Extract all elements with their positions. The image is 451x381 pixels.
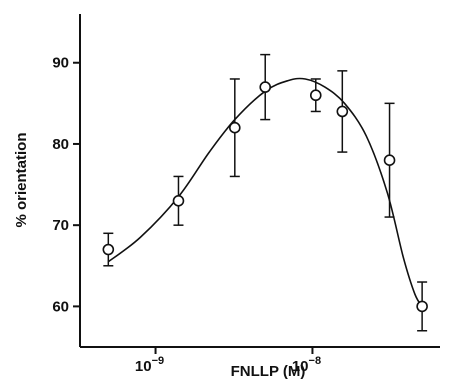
x-tick-label: 10−9 [135, 355, 164, 375]
y-axis-title: % orientation [13, 132, 30, 227]
x-ticks: 10−9 10−8 [135, 347, 321, 375]
y-tick-label: 60 [52, 298, 69, 315]
data-point-layer [102, 81, 428, 313]
data-point [229, 121, 241, 134]
data-point [383, 154, 396, 166]
y-tick-label: 80 [52, 136, 69, 153]
data-point [416, 300, 428, 313]
y-tick-label: 90 [52, 55, 69, 72]
data-point [336, 105, 349, 118]
fit-curve [107, 77, 423, 307]
x-axis-title: FNLLP (M) [231, 363, 306, 380]
data-point [102, 243, 115, 256]
data-point [309, 89, 322, 102]
fit-curve-layer [107, 77, 423, 307]
x-tick-label: 10−8 [292, 355, 321, 375]
axes [79, 14, 440, 348]
data-point [172, 195, 185, 207]
y-tick-label: 70 [52, 217, 69, 234]
error-bar-layer [103, 53, 428, 332]
y-ticks: 60 70 80 90 [52, 55, 80, 315]
data-point [259, 81, 272, 93]
